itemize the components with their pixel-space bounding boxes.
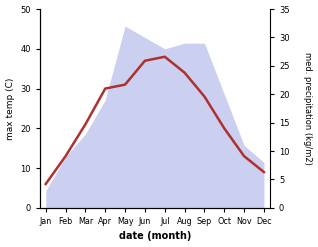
- Y-axis label: max temp (C): max temp (C): [5, 77, 15, 140]
- X-axis label: date (month): date (month): [119, 231, 191, 242]
- Y-axis label: med. precipitation (kg/m2): med. precipitation (kg/m2): [303, 52, 313, 165]
